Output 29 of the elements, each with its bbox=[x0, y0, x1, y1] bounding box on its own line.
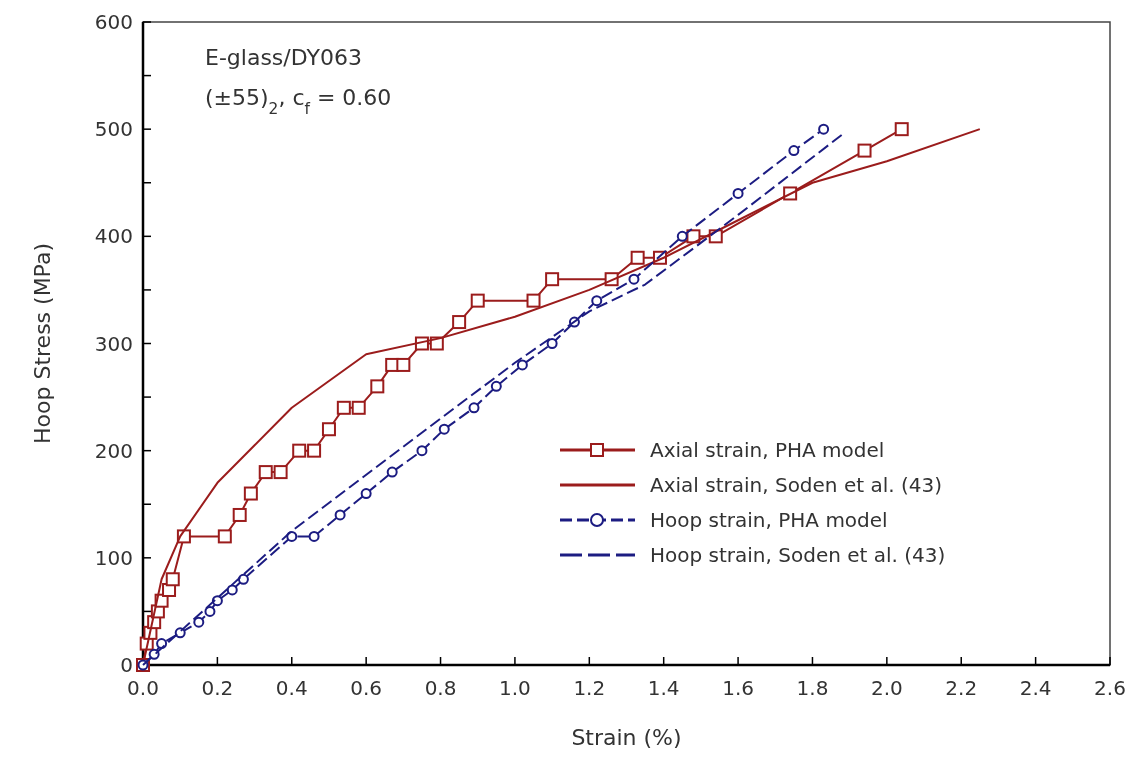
x-tick-label: 1.2 bbox=[573, 676, 606, 700]
legend-label: Axial strain, Soden et al. (43) bbox=[650, 473, 942, 497]
x-tick-label: 0.0 bbox=[127, 676, 159, 700]
y-tick-label: 400 bbox=[94, 224, 133, 249]
y-tick-label: 100 bbox=[94, 545, 133, 570]
y-tick-label: 300 bbox=[94, 331, 133, 356]
x-tick-label: 2.6 bbox=[1094, 676, 1126, 700]
y-tick-label: 0 bbox=[120, 653, 133, 677]
x-tick-label: 1.8 bbox=[796, 676, 829, 700]
x-tick-label: 0.4 bbox=[275, 676, 308, 700]
x-tick-label: 1.4 bbox=[647, 676, 680, 700]
legend-label: Hoop strain, Soden et al. (43) bbox=[650, 543, 946, 567]
y-tick-label: 600 bbox=[94, 10, 133, 34]
x-tick-label: 0.2 bbox=[201, 676, 234, 700]
x-tick-label: 1.0 bbox=[499, 676, 531, 700]
x-tick-label: 1.6 bbox=[722, 676, 754, 700]
y-axis-title: Hoop Stress (MPa) bbox=[30, 243, 55, 444]
legend-label: Hoop strain, PHA model bbox=[650, 508, 888, 532]
x-tick-label: 0.6 bbox=[350, 676, 383, 700]
x-tick-label: 2.2 bbox=[945, 676, 978, 700]
annotation: (±55)$_{2}$, c$_{f}$ = 0.60 bbox=[205, 85, 392, 118]
x-tick-label: 0.8 bbox=[424, 676, 457, 700]
x-tick-label: 2.4 bbox=[1019, 676, 1052, 700]
annotation: E-glass/DY063 bbox=[205, 45, 362, 70]
legend-label: Axial strain, PHA model bbox=[650, 438, 885, 462]
y-tick-label: 500 bbox=[94, 117, 133, 142]
x-tick-label: 2.0 bbox=[870, 676, 903, 700]
y-tick-label: 200 bbox=[94, 438, 133, 463]
x-axis-title: Strain (%) bbox=[571, 725, 682, 750]
